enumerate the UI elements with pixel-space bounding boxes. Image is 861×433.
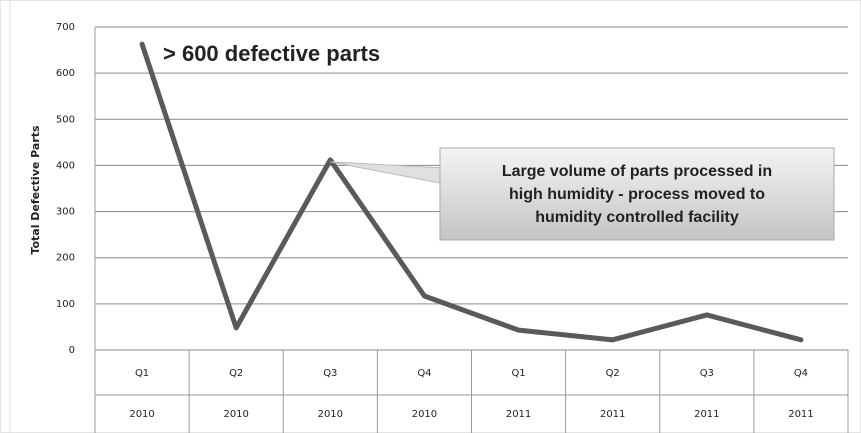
x-year-label: 2011 xyxy=(506,409,531,420)
y-tick-label: 600 xyxy=(56,68,75,79)
x-tick-label: Q2 xyxy=(229,368,243,379)
x-year-label: 2011 xyxy=(600,409,625,420)
y-tick-label: 500 xyxy=(56,114,75,125)
y-tick-label: 300 xyxy=(56,207,75,218)
y-tick-label: 400 xyxy=(56,160,75,171)
callout-box xyxy=(439,147,835,241)
x-year-label: 2010 xyxy=(318,409,343,420)
callout-text: Large volume of parts processed in xyxy=(502,163,772,180)
x-tick-label: Q4 xyxy=(417,368,431,379)
line-series xyxy=(139,41,804,343)
x-tick-label: Q2 xyxy=(606,368,620,379)
x-year-label: 2011 xyxy=(788,409,813,420)
x-year-label: 2011 xyxy=(694,409,719,420)
callout-text: humidity controlled facility xyxy=(535,209,739,226)
annotation: > 600 defective parts xyxy=(163,41,380,66)
y-tick-label: 100 xyxy=(56,299,75,310)
x-year-label: 2010 xyxy=(223,409,248,420)
y-tick-label: 0 xyxy=(69,345,75,356)
x-year-label: 2010 xyxy=(129,409,154,420)
y-tick-label: 700 xyxy=(56,22,75,33)
callout-text: high humidity - process moved to xyxy=(509,186,765,203)
x-tick-label: Q3 xyxy=(323,368,337,379)
y-axis-label: Total Defective Parts xyxy=(29,125,42,255)
y-tick-label: 200 xyxy=(56,253,75,264)
x-tick-label: Q4 xyxy=(794,368,808,379)
x-tick-label: Q1 xyxy=(135,368,149,379)
x-tick-label: Q3 xyxy=(700,368,714,379)
x-tick-label: Q1 xyxy=(511,368,525,379)
x-year-label: 2010 xyxy=(412,409,437,420)
